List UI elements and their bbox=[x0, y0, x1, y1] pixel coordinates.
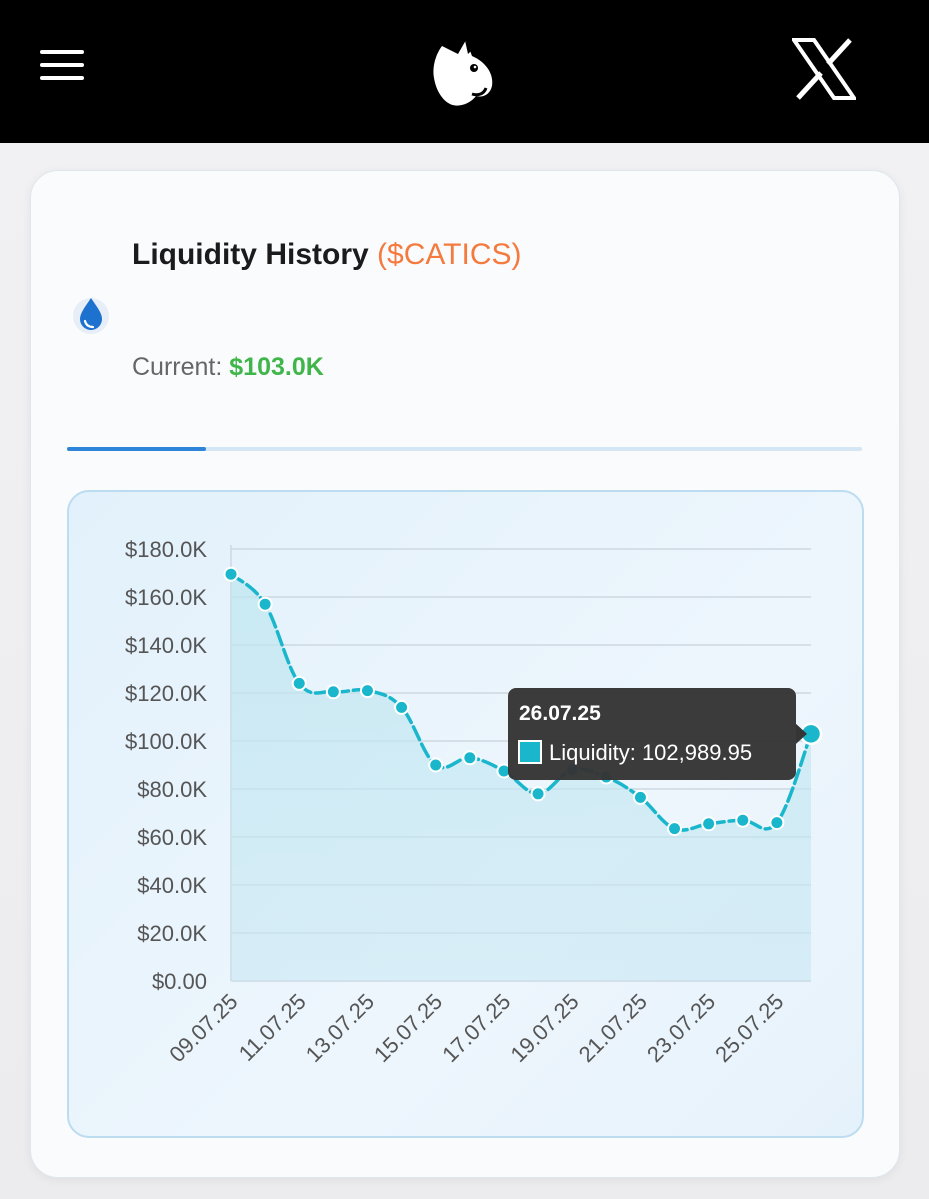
hamburger-menu-icon[interactable] bbox=[40, 50, 84, 80]
progress-track bbox=[67, 447, 862, 451]
current-value: $103.0K bbox=[229, 353, 324, 381]
data-point bbox=[735, 812, 751, 828]
data-point bbox=[394, 699, 410, 715]
tooltip-value: Liquidity: 102,989.95 bbox=[549, 740, 752, 765]
data-point bbox=[428, 757, 444, 773]
liquidity-area bbox=[231, 574, 811, 981]
tooltip-pointer bbox=[796, 723, 807, 744]
chart-container: $0.00 $20.0K $40.0K $60.0K $80.0K $100.0K $120… bbox=[67, 490, 864, 1138]
x-tick-label: 19.07.25 bbox=[505, 989, 583, 1067]
chart-tooltip bbox=[508, 688, 796, 780]
data-point bbox=[632, 789, 648, 805]
progress-fill bbox=[67, 447, 207, 451]
tooltip-date: 26.07.25 bbox=[519, 702, 601, 725]
data-point bbox=[291, 675, 307, 691]
current-label: Current: bbox=[132, 353, 223, 381]
x-tick-label: 23.07.25 bbox=[642, 989, 720, 1067]
y-tick-label: $20.0K bbox=[137, 921, 207, 946]
x-logo-icon[interactable] bbox=[792, 38, 856, 100]
x-tick-label: 15.07.25 bbox=[369, 989, 447, 1067]
liquidity-chart: $0.00 $20.0K $40.0K $60.0K $80.0K $100.0K $120… bbox=[125, 537, 823, 1067]
y-tick-label: $80.0K bbox=[137, 777, 207, 802]
y-tick-label: $100.0K bbox=[125, 729, 207, 754]
liquidity-line bbox=[229, 572, 813, 832]
x-tick-label: 09.07.25 bbox=[164, 989, 242, 1067]
data-point bbox=[223, 566, 239, 582]
data-point bbox=[462, 750, 478, 766]
y-tick-label: $40.0K bbox=[137, 873, 207, 898]
y-tick-label: $60.0K bbox=[137, 825, 207, 850]
title-text: Liquidity History bbox=[132, 238, 369, 271]
x-tick-label: 17.07.25 bbox=[437, 989, 515, 1067]
y-tick-label: $140.0K bbox=[125, 633, 207, 658]
x-tick-label: 21.07.25 bbox=[574, 989, 652, 1067]
water-drop-icon bbox=[73, 298, 109, 334]
data-point bbox=[359, 683, 375, 699]
x-tick-label: 13.07.25 bbox=[301, 989, 379, 1067]
y-tick-label: $160.0K bbox=[125, 585, 207, 610]
data-point bbox=[701, 816, 717, 832]
y-tick-label: $180.0K bbox=[125, 537, 207, 562]
y-tick-label: $120.0K bbox=[125, 681, 207, 706]
data-point bbox=[325, 684, 341, 700]
tooltip-swatch bbox=[518, 740, 542, 764]
data-point bbox=[769, 815, 785, 831]
x-tick-label: 11.07.25 bbox=[234, 989, 311, 1066]
x-tick-label: 25.07.25 bbox=[710, 989, 788, 1067]
cat-head-logo[interactable] bbox=[428, 34, 498, 108]
current-liquidity: Current: $103.0K bbox=[132, 353, 324, 382]
card-title: Liquidity History ($CATICS) bbox=[132, 238, 521, 272]
data-point bbox=[667, 821, 683, 837]
data-point bbox=[530, 786, 546, 802]
token-ticker: ($CATICS) bbox=[377, 238, 522, 271]
data-point bbox=[257, 596, 273, 612]
top-navigation-bar bbox=[0, 0, 929, 143]
y-tick-label: $0.00 bbox=[152, 969, 207, 994]
